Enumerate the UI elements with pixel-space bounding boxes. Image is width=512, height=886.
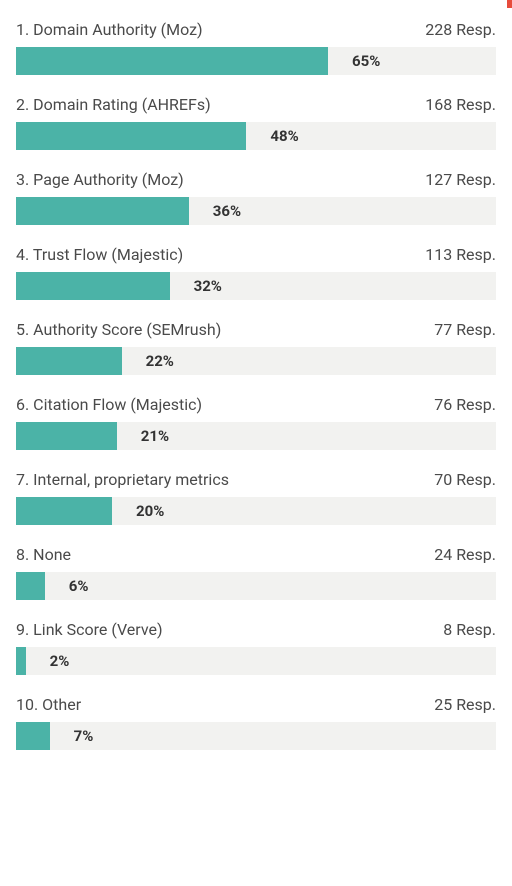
chart-bar-fill	[16, 122, 246, 150]
chart-bar-pct: 32%	[194, 277, 222, 295]
chart-item: 1. Domain Authority (Moz) 228 Resp. 65%	[16, 20, 496, 75]
chart-item-resp: 76 Resp.	[434, 395, 496, 414]
chart-bar-row: 6%	[16, 572, 496, 600]
chart-bar-fill	[16, 272, 170, 300]
chart-bar-pct: 36%	[213, 202, 241, 220]
chart-item-header: 2. Domain Rating (AHREFs) 168 Resp.	[16, 95, 496, 114]
chart-item-resp: 8 Resp.	[443, 620, 496, 639]
chart-item-header: 9. Link Score (Verve) 8 Resp.	[16, 620, 496, 639]
chart-item: 3. Page Authority (Moz) 127 Resp. 36%	[16, 170, 496, 225]
chart-item-header: 10. Other 25 Resp.	[16, 695, 496, 714]
chart-bar-track: 36%	[16, 197, 496, 225]
chart-bar-row: 36%	[16, 197, 496, 225]
chart-item-resp: 70 Resp.	[434, 470, 496, 489]
chart-bar-track: 7%	[16, 722, 496, 750]
chart-bar-fill	[16, 197, 189, 225]
chart-bar-track: 48%	[16, 122, 496, 150]
chart-item-label: 9. Link Score (Verve)	[16, 620, 163, 639]
chart-item-label: 2. Domain Rating (AHREFs)	[16, 95, 211, 114]
chart-bar-pct: 21%	[141, 427, 169, 445]
chart-item-resp: 113 Resp.	[425, 245, 496, 264]
chart-item: 2. Domain Rating (AHREFs) 168 Resp. 48%	[16, 95, 496, 150]
chart-item: 8. None 24 Resp. 6%	[16, 545, 496, 600]
chart-bar-pct: 2%	[50, 652, 70, 670]
chart-item-resp: 24 Resp.	[434, 545, 496, 564]
top-right-marker	[507, 0, 512, 8]
chart-item-label: 6. Citation Flow (Majestic)	[16, 395, 202, 414]
chart-bar-pct: 6%	[69, 577, 89, 595]
chart-bar-row: 20%	[16, 497, 496, 525]
chart-bar-fill	[16, 47, 328, 75]
chart-bar-fill	[16, 422, 117, 450]
chart-bar-row: 2%	[16, 647, 496, 675]
metrics-bar-chart: 1. Domain Authority (Moz) 228 Resp. 65% 2. …	[16, 20, 496, 768]
chart-item-header: 7. Internal, proprietary metrics 70 Resp.	[16, 470, 496, 489]
chart-bar-pct: 65%	[352, 52, 380, 70]
chart-bar-pct: 20%	[136, 502, 164, 520]
chart-item-resp: 127 Resp.	[425, 170, 496, 189]
chart-bar-track: 21%	[16, 422, 496, 450]
chart-item: 4. Trust Flow (Majestic) 113 Resp. 32%	[16, 245, 496, 300]
chart-bar-track: 20%	[16, 497, 496, 525]
chart-bar-row: 32%	[16, 272, 496, 300]
chart-item: 6. Citation Flow (Majestic) 76 Resp. 21%	[16, 395, 496, 450]
chart-bar-track: 6%	[16, 572, 496, 600]
chart-bar-track: 32%	[16, 272, 496, 300]
chart-bar-row: 65%	[16, 47, 496, 75]
chart-item-resp: 168 Resp.	[425, 95, 496, 114]
chart-item: 7. Internal, proprietary metrics 70 Resp.…	[16, 470, 496, 525]
chart-bar-row: 7%	[16, 722, 496, 750]
chart-bar-track: 65%	[16, 47, 496, 75]
chart-bar-fill	[16, 722, 50, 750]
chart-bar-pct: 7%	[74, 727, 94, 745]
chart-item-header: 8. None 24 Resp.	[16, 545, 496, 564]
chart-bar-pct: 48%	[270, 127, 298, 145]
chart-item-resp: 228 Resp.	[425, 20, 496, 39]
chart-bar-row: 48%	[16, 122, 496, 150]
chart-bar-row: 22%	[16, 347, 496, 375]
chart-item-label: 3. Page Authority (Moz)	[16, 170, 184, 189]
chart-item-label: 10. Other	[16, 695, 81, 714]
chart-item-label: 8. None	[16, 545, 71, 564]
chart-item-header: 1. Domain Authority (Moz) 228 Resp.	[16, 20, 496, 39]
chart-item: 5. Authority Score (SEMrush) 77 Resp. 22%	[16, 320, 496, 375]
chart-item-label: 1. Domain Authority (Moz)	[16, 20, 203, 39]
chart-item-header: 5. Authority Score (SEMrush) 77 Resp.	[16, 320, 496, 339]
chart-bar-fill	[16, 347, 122, 375]
chart-bar-track: 22%	[16, 347, 496, 375]
chart-item-label: 5. Authority Score (SEMrush)	[16, 320, 221, 339]
chart-bar-fill	[16, 647, 26, 675]
chart-bar-fill	[16, 572, 45, 600]
chart-item-header: 6. Citation Flow (Majestic) 76 Resp.	[16, 395, 496, 414]
chart-item-resp: 25 Resp.	[434, 695, 496, 714]
chart-bar-pct: 22%	[146, 352, 174, 370]
chart-item: 9. Link Score (Verve) 8 Resp. 2%	[16, 620, 496, 675]
chart-bar-track: 2%	[16, 647, 496, 675]
chart-item-label: 7. Internal, proprietary metrics	[16, 470, 229, 489]
chart-item: 10. Other 25 Resp. 7%	[16, 695, 496, 750]
chart-item-label: 4. Trust Flow (Majestic)	[16, 245, 183, 264]
chart-item-header: 3. Page Authority (Moz) 127 Resp.	[16, 170, 496, 189]
chart-item-header: 4. Trust Flow (Majestic) 113 Resp.	[16, 245, 496, 264]
chart-item-resp: 77 Resp.	[434, 320, 496, 339]
chart-bar-fill	[16, 497, 112, 525]
chart-bar-row: 21%	[16, 422, 496, 450]
